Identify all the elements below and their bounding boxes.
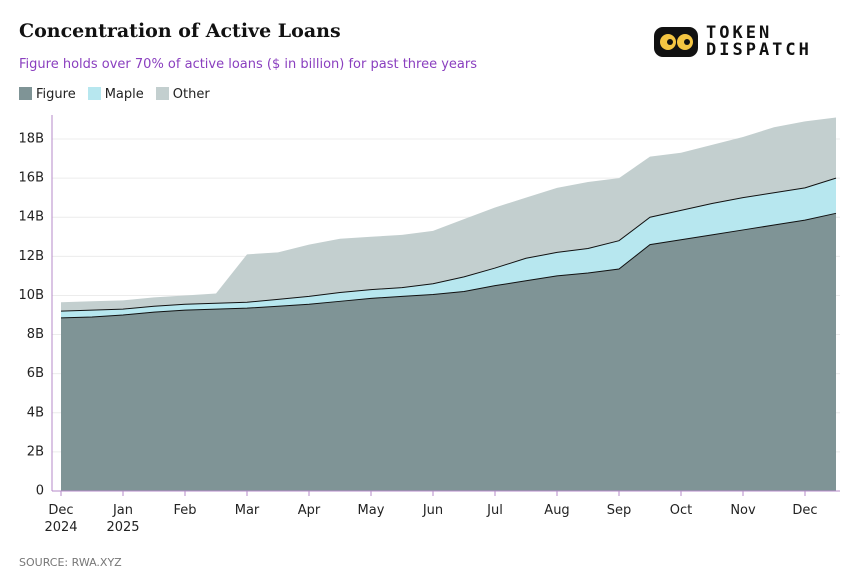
x-tick-label: May	[357, 503, 385, 518]
legend: Figure Maple Other	[19, 87, 210, 102]
y-tick-label: 10B	[19, 288, 44, 303]
x-tick-label: Oct	[669, 503, 693, 518]
x-tick-label: Dec 2024	[44, 503, 78, 535]
y-tick-label: 14B	[19, 210, 44, 225]
logo: TOKEN DISPATCH	[654, 25, 812, 59]
area	[61, 178, 836, 318]
x-tick-label: Aug	[544, 503, 570, 518]
x-tick-label: Sep	[606, 503, 632, 518]
x-tick-label: Mar	[234, 503, 260, 518]
chart-title: Concentration of Active Loans	[19, 20, 341, 42]
legend-swatch	[87, 87, 101, 100]
legend-item: Figure	[19, 87, 76, 102]
x-tick-label: Jul	[487, 503, 503, 518]
area	[61, 117, 836, 312]
legend-label: Maple	[104, 87, 144, 102]
x-tick-label: Feb	[173, 503, 197, 518]
legend-item: Maple	[87, 87, 144, 102]
x-tick-label: Nov	[730, 503, 756, 518]
x-tick-label: Jun	[422, 503, 444, 518]
legend-label: Figure	[36, 87, 76, 102]
y-tick-label: 6B	[27, 366, 44, 381]
y-tick-label: 18B	[19, 132, 44, 147]
x-tick-label: Apr	[297, 503, 321, 518]
x-tick-label: Dec	[792, 503, 818, 518]
y-tick-label: 2B	[27, 444, 44, 459]
logo-text: DISPATCH	[706, 40, 812, 60]
y-tick-label: 16B	[19, 171, 44, 186]
legend-swatch	[155, 87, 169, 100]
logo-icon	[654, 27, 698, 57]
boundary-line	[60, 177, 837, 312]
logo-text: TOKEN	[706, 23, 773, 43]
chart-subtitle: Figure holds over 70% of active loans ($…	[19, 57, 478, 72]
source: SOURCE: RWA.XYZ	[19, 556, 122, 569]
y-tick-label: 4B	[27, 405, 44, 420]
y-tick-label: 0	[36, 484, 44, 499]
boundary-line	[60, 212, 837, 319]
y-tick-label: 8B	[27, 327, 44, 342]
legend-swatch	[19, 87, 32, 100]
legend-item: Other	[155, 87, 210, 102]
y-tick-label: 12B	[19, 249, 44, 264]
legend-label: Other	[172, 87, 210, 102]
area	[61, 213, 836, 492]
x-tick-label: Jan 2025	[106, 503, 140, 535]
